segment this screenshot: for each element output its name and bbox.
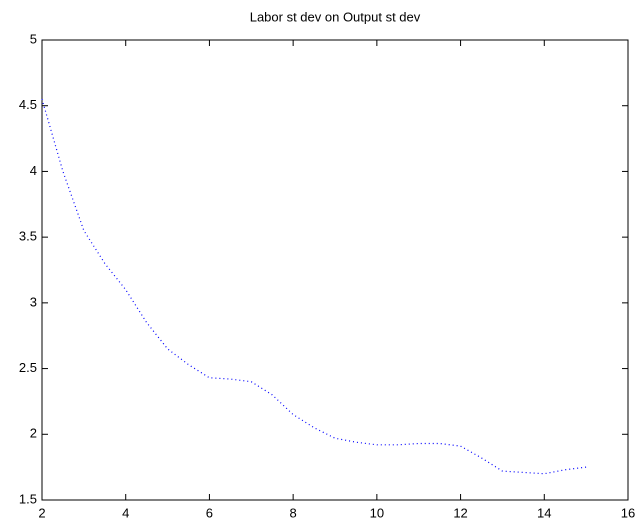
y-tick-label: 3 xyxy=(30,294,37,309)
plot-frame xyxy=(41,39,629,501)
x-tick-label: 12 xyxy=(453,505,467,520)
y-tick-label: 2 xyxy=(30,426,37,441)
y-tick-label: 5 xyxy=(30,31,37,46)
data-line xyxy=(41,98,587,475)
x-tick-label: 14 xyxy=(537,505,551,520)
x-tick-label: 4 xyxy=(122,505,129,520)
y-tick-label: 4.5 xyxy=(19,97,37,112)
y-tick-label: 2.5 xyxy=(19,360,37,375)
x-tick-label: 16 xyxy=(621,505,635,520)
x-tick-label: 10 xyxy=(370,505,384,520)
x-tick-label: 6 xyxy=(206,505,213,520)
chart-title: Labor st dev on Output st dev xyxy=(250,9,421,24)
x-tick-label: 2 xyxy=(38,505,45,520)
x-tick-label: 8 xyxy=(290,505,297,520)
y-tick-label: 1.5 xyxy=(19,491,37,506)
y-tick-label: 4 xyxy=(30,163,37,178)
y-tick-label: 3.5 xyxy=(19,229,37,244)
